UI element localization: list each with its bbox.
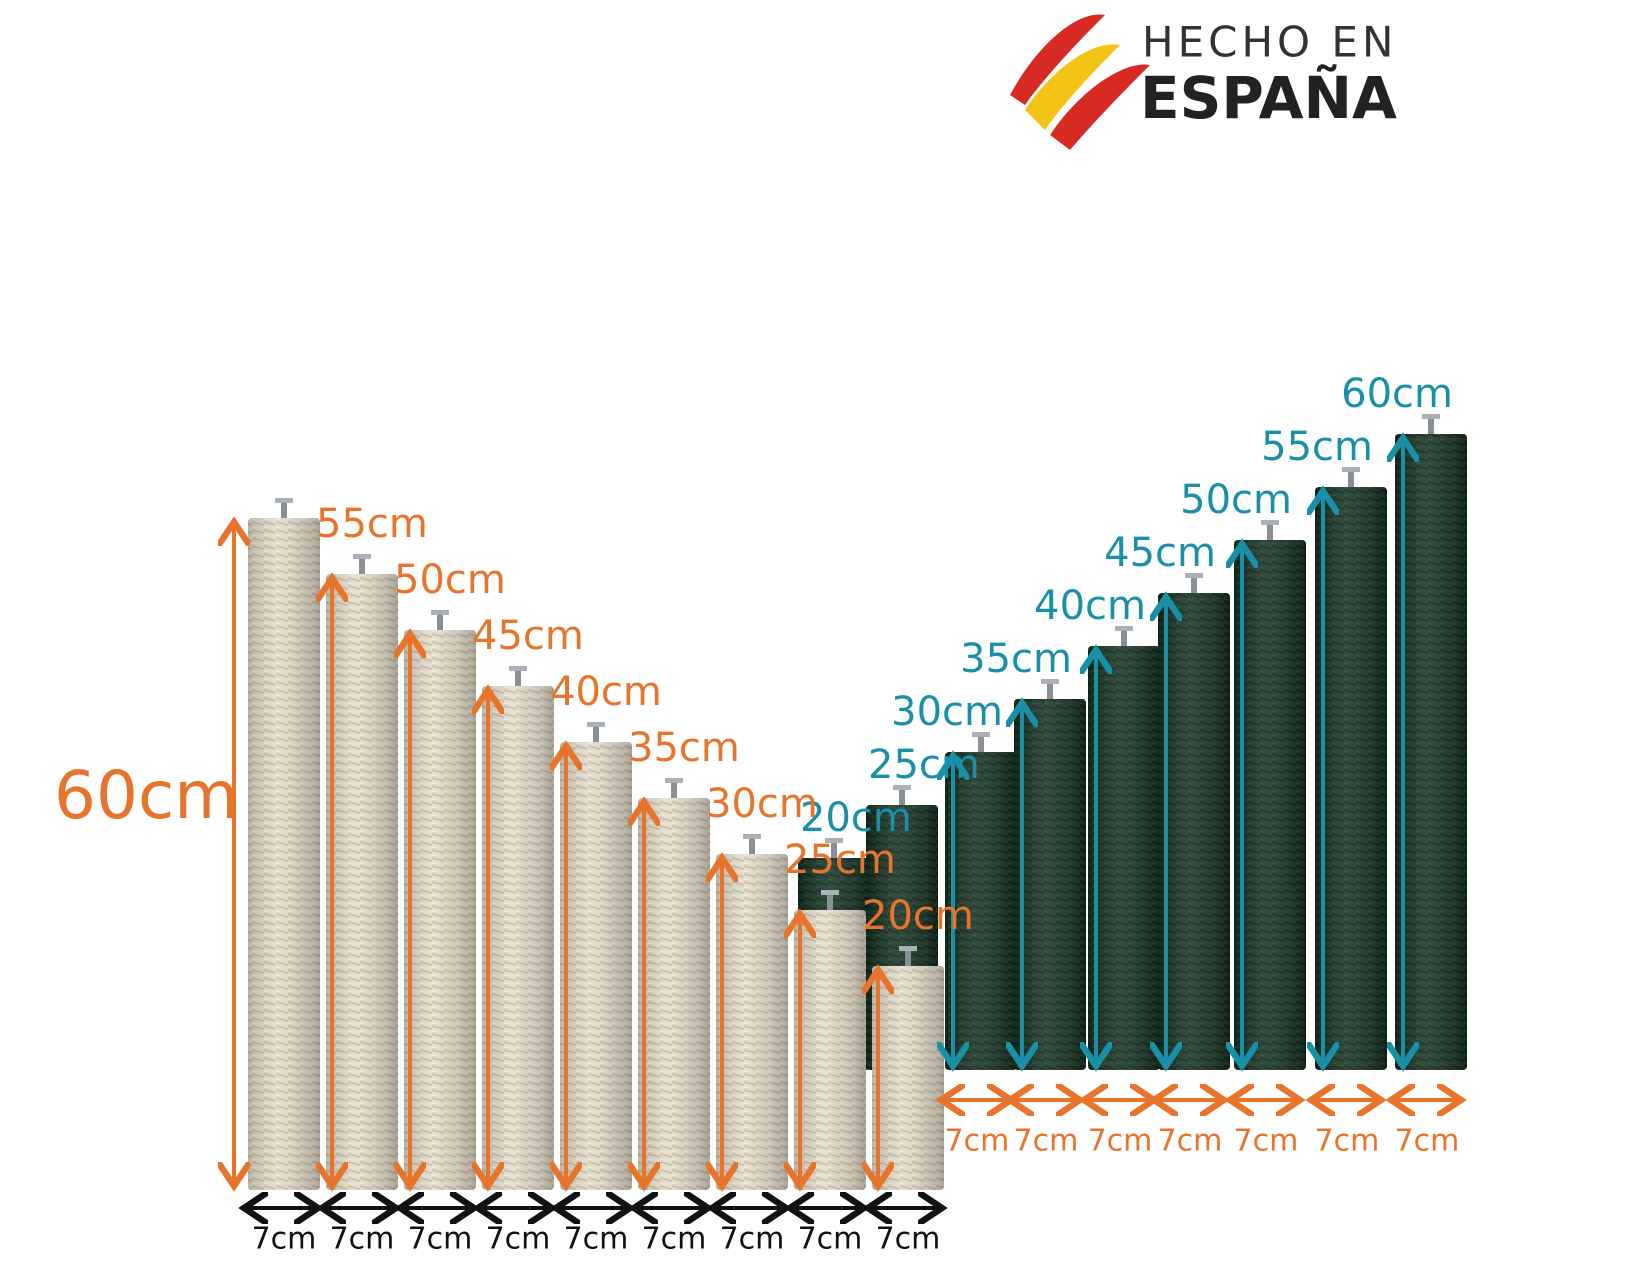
height-label: 25cm: [784, 837, 896, 883]
screw-head: [353, 554, 371, 559]
screw-head: [1261, 520, 1279, 525]
post-shade: [1014, 699, 1086, 1070]
post-shade: [248, 518, 320, 1190]
width-label: 7cm: [1088, 1124, 1153, 1159]
screw-head: [893, 785, 911, 790]
width-label: 7cm: [642, 1222, 707, 1257]
screw: [1428, 418, 1434, 434]
screw-head: [509, 666, 527, 671]
screw: [1267, 524, 1273, 540]
post-shade: [1088, 646, 1160, 1070]
logo: HECHO EN ESPAÑA: [1010, 14, 1397, 150]
screw: [831, 842, 837, 858]
screw-head: [1185, 573, 1203, 578]
post-shade: [1158, 593, 1230, 1070]
green-height-label: 40cm: [1034, 583, 1146, 629]
post-shade: [1315, 487, 1387, 1070]
height-label: 40cm: [550, 669, 662, 715]
screw: [899, 789, 905, 805]
screw-head: [587, 722, 605, 727]
screw-head: [665, 778, 683, 783]
screw-head: [825, 838, 843, 843]
width-label: 7cm: [876, 1222, 941, 1257]
height-label: 30cm: [706, 781, 818, 827]
screw: [281, 502, 287, 518]
width-label: 7cm: [945, 1124, 1010, 1159]
screw-head: [431, 610, 449, 615]
width-label: 7cm: [486, 1222, 551, 1257]
height-label: 55cm: [316, 501, 428, 547]
green-height-label: 35cm: [960, 636, 1072, 682]
screw-head: [821, 890, 839, 895]
width-label: 7cm: [720, 1222, 785, 1257]
screw: [1191, 577, 1197, 593]
screw-head: [1115, 626, 1133, 631]
screw-head: [275, 498, 293, 503]
screw: [827, 894, 833, 910]
post-shade: [482, 686, 554, 1190]
post-shade: [404, 630, 476, 1190]
screw-head: [972, 732, 990, 737]
height-label: 50cm: [394, 557, 506, 603]
width-label: 7cm: [1234, 1124, 1299, 1159]
screw: [1348, 471, 1354, 487]
width-label: 7cm: [798, 1222, 863, 1257]
height-label: 20cm: [862, 893, 974, 939]
width-label: 7cm: [252, 1222, 317, 1257]
flag-stripe: [1025, 44, 1120, 130]
screw: [437, 614, 443, 630]
width-label: 7cm: [1158, 1124, 1223, 1159]
green-height-label: 30cm: [891, 689, 1003, 735]
post-shade: [872, 966, 944, 1190]
post-shade: [638, 798, 710, 1190]
width-label: 7cm: [1315, 1124, 1380, 1159]
screw-head: [1041, 679, 1059, 684]
post-shade: [560, 742, 632, 1190]
width-label: 7cm: [408, 1222, 473, 1257]
post-shade: [326, 574, 398, 1190]
height-label-main: 60cm: [54, 757, 239, 834]
screw: [1047, 683, 1053, 699]
screw-head: [1342, 467, 1360, 472]
screw: [671, 782, 677, 798]
screw: [1121, 630, 1127, 646]
height-label: 45cm: [472, 613, 584, 659]
green-height-label: 45cm: [1104, 530, 1216, 576]
post-shade: [1395, 434, 1467, 1070]
post-shade: [716, 854, 788, 1190]
post-shade: [1234, 540, 1306, 1070]
screw: [515, 670, 521, 686]
green-height-label: 60cm: [1341, 371, 1453, 417]
green-height-label: 20cm: [800, 795, 912, 841]
annotations: 20cm25cm30cm7cm35cm7cm40cm7cm45cm7cm50cm…: [54, 371, 1461, 1257]
screw: [978, 736, 984, 752]
screw: [593, 726, 599, 742]
logo-line1: HECHO EN: [1142, 18, 1397, 67]
screw: [905, 950, 911, 966]
green-height-label: 50cm: [1180, 477, 1292, 523]
flag-stripe: [1010, 14, 1105, 105]
width-label: 7cm: [330, 1222, 395, 1257]
screw: [749, 838, 755, 854]
screw-head: [743, 834, 761, 839]
screw-head: [899, 946, 917, 951]
screw: [359, 558, 365, 574]
screw-head: [1422, 414, 1440, 419]
green-height-label: 25cm: [868, 742, 980, 788]
width-label: 7cm: [1014, 1124, 1079, 1159]
width-label: 7cm: [1395, 1124, 1460, 1159]
logo-line2: ESPAÑA: [1140, 63, 1397, 132]
post-shade: [794, 910, 866, 1190]
width-label: 7cm: [564, 1222, 629, 1257]
height-label: 35cm: [628, 725, 740, 771]
green-height-label: 55cm: [1261, 424, 1373, 470]
flag-stripe: [1050, 64, 1150, 150]
